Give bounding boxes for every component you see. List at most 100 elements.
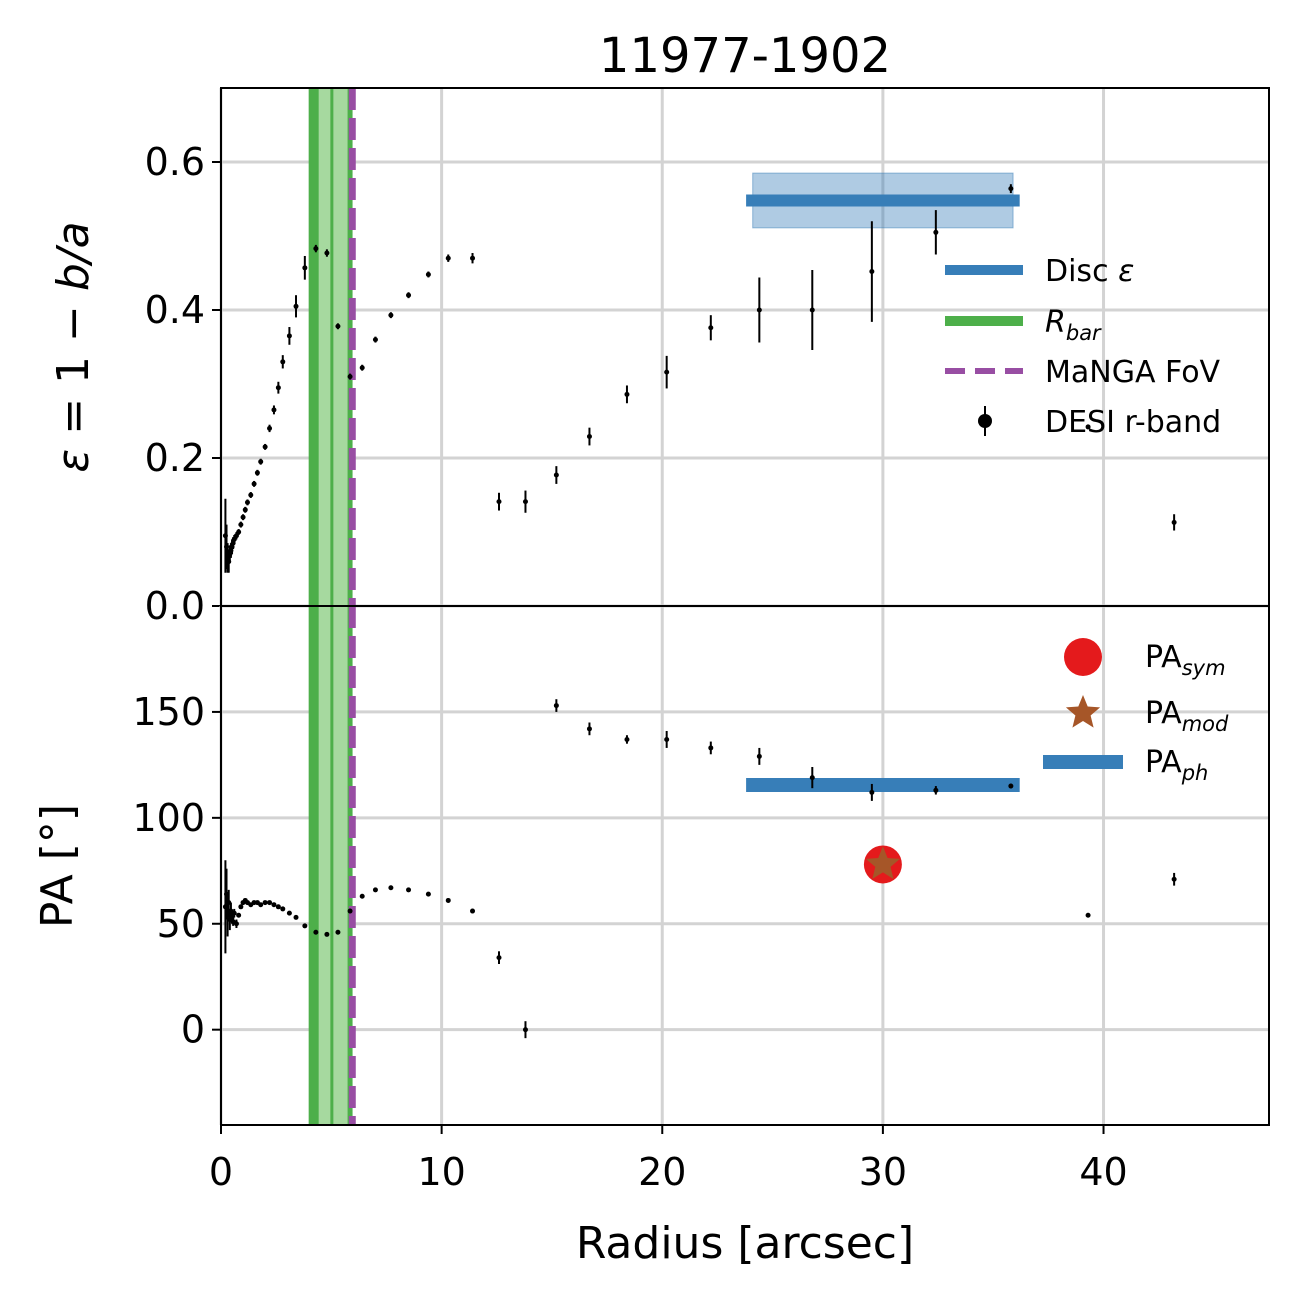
data-point (708, 745, 714, 751)
data-point (313, 246, 319, 252)
y-axis-label-bottom: PA [°] (32, 804, 83, 928)
bottom-panel: 0 50 100 150 0 10 20 30 40 (132, 605, 1270, 1194)
bottom-frame (220, 605, 1270, 1126)
legend-bar-label: Rbar (1045, 305, 1102, 345)
data-point (238, 522, 244, 528)
data-point (869, 789, 875, 795)
bar-region (308, 606, 356, 1125)
bar-region (308, 88, 356, 606)
data-point (233, 921, 239, 927)
data-point (335, 323, 341, 329)
data-point (522, 499, 528, 505)
top-y-ticks: 0.0 0.2 0.4 0.6 (145, 140, 221, 628)
data-point (286, 910, 292, 916)
data-point (1171, 876, 1177, 882)
legend-desi-marker (978, 414, 992, 428)
data-point (586, 726, 592, 732)
x-tick-label: 20 (638, 1150, 686, 1194)
data-point (302, 265, 308, 271)
y-tick-label: 100 (132, 796, 205, 840)
data-point (262, 900, 268, 906)
y-axis-label-top: ε = 1 − b/a (48, 221, 99, 472)
data-point (624, 736, 630, 742)
data-point (1008, 783, 1014, 789)
data-point (372, 887, 378, 893)
data-point (1085, 912, 1091, 918)
data-point (258, 459, 264, 465)
data-point (324, 931, 330, 937)
pa-mod-marker (865, 846, 900, 879)
y-tick-label: 0 (181, 1008, 205, 1052)
y-tick-label: 0.4 (145, 288, 205, 332)
data-point (347, 374, 353, 380)
data-point (238, 904, 244, 910)
data-point (271, 902, 277, 908)
data-point (293, 303, 299, 309)
y-tick-label: 0.0 (145, 584, 205, 628)
bottom-data-points (222, 699, 1177, 1039)
data-point (267, 900, 273, 906)
data-point (664, 736, 670, 742)
y-tick-label: 0.6 (145, 140, 205, 184)
data-point (236, 912, 242, 918)
data-point (445, 255, 451, 261)
pa-markers (863, 845, 902, 884)
data-point (624, 391, 630, 397)
data-point (275, 385, 281, 391)
legend-desi-label: DESI r-band (1045, 405, 1221, 440)
data-point (553, 703, 559, 709)
bottom-grid (219, 606, 1269, 1125)
x-tick-label: 0 (209, 1150, 233, 1194)
data-point (262, 444, 268, 450)
data-point (240, 514, 246, 520)
top-data-points (222, 184, 1177, 573)
top-grid (219, 88, 1269, 608)
data-point (406, 292, 412, 298)
data-point (372, 337, 378, 343)
top-frame (220, 87, 1270, 607)
data-point (335, 929, 341, 935)
data-point (933, 229, 939, 235)
data-point (244, 499, 250, 505)
data-point (248, 492, 254, 498)
data-point (258, 902, 264, 908)
data-point (664, 369, 670, 375)
data-point (236, 529, 242, 535)
data-point (553, 472, 559, 478)
data-point (756, 307, 762, 313)
data-point (1171, 519, 1177, 525)
legend-ph-label: PAph (1145, 745, 1208, 785)
data-point (445, 897, 451, 903)
data-point (1085, 424, 1091, 430)
bottom-legend: PAsym PAmod PAph (1043, 638, 1229, 785)
top-legend: Disc ε Rbar MaNGA FoV DESI r-band (945, 254, 1221, 440)
chart-title: 11977-1902 (599, 28, 891, 84)
data-point (347, 908, 353, 914)
data-point (251, 481, 257, 487)
data-point (242, 507, 248, 513)
data-point (933, 787, 939, 793)
data-point (388, 885, 394, 891)
data-point (406, 887, 412, 893)
data-point (359, 365, 365, 371)
data-point (470, 255, 476, 261)
bottom-y-ticks: 0 50 100 150 (132, 690, 221, 1052)
data-point (302, 923, 308, 929)
x-tick-label: 40 (1079, 1150, 1127, 1194)
data-point (425, 891, 431, 897)
data-point (1008, 186, 1014, 192)
data-point (496, 955, 502, 961)
data-point (275, 904, 281, 910)
data-point (271, 407, 277, 413)
data-point (388, 312, 394, 318)
x-axis-label: Radius [arcsec] (576, 1218, 914, 1269)
data-point (496, 499, 502, 505)
x-tick-label: 30 (859, 1150, 907, 1194)
data-point (425, 271, 431, 277)
data-point (470, 908, 476, 914)
data-point (324, 250, 330, 256)
x-tick-label: 10 (417, 1150, 465, 1194)
data-point (809, 775, 815, 781)
legend-disc-label: Disc ε (1045, 254, 1134, 289)
